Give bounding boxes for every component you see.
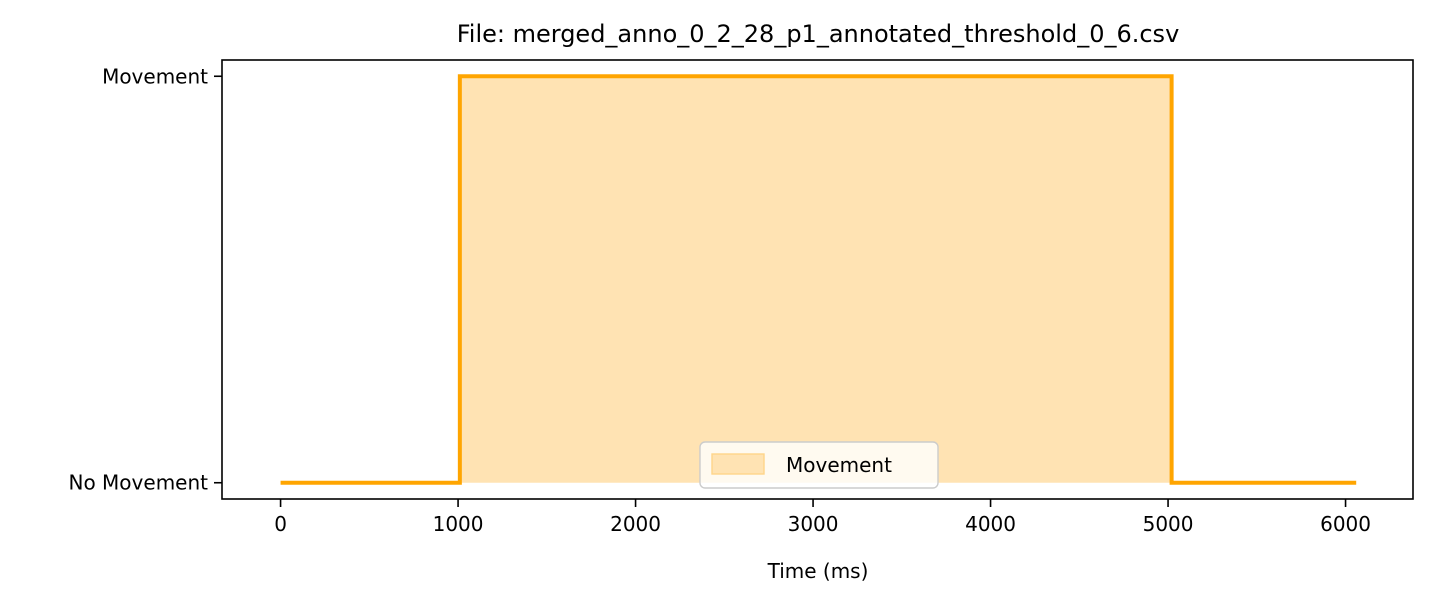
legend-label-movement: Movement bbox=[786, 453, 892, 477]
x-tick-label: 6000 bbox=[1320, 512, 1371, 536]
y-tick-label: Movement bbox=[102, 64, 208, 88]
x-tick-label: 5000 bbox=[1143, 512, 1194, 536]
plot-area bbox=[280, 74, 1357, 485]
y-axis-ticks: No Movement Movement bbox=[69, 64, 222, 495]
legend: Movement bbox=[699, 441, 939, 489]
x-axis-label: Time (ms) bbox=[767, 559, 869, 583]
x-tick-label: 3000 bbox=[788, 512, 839, 536]
legend-swatch-movement bbox=[711, 453, 765, 475]
x-tick-label: 0 bbox=[274, 512, 287, 536]
y-tick-label: No Movement bbox=[69, 471, 209, 495]
x-axis-ticks: 0 1000 2000 3000 4000 5000 6000 bbox=[274, 499, 1371, 536]
x-tick-label: 2000 bbox=[610, 512, 661, 536]
axes-frame bbox=[221, 59, 1414, 500]
x-tick-label: 4000 bbox=[965, 512, 1016, 536]
chart-title: File: merged_anno_0_2_28_p1_annotated_th… bbox=[457, 20, 1180, 48]
x-tick-label: 1000 bbox=[433, 512, 484, 536]
movement-series-line bbox=[280, 74, 1357, 485]
movement-area-fill bbox=[280, 76, 1357, 483]
